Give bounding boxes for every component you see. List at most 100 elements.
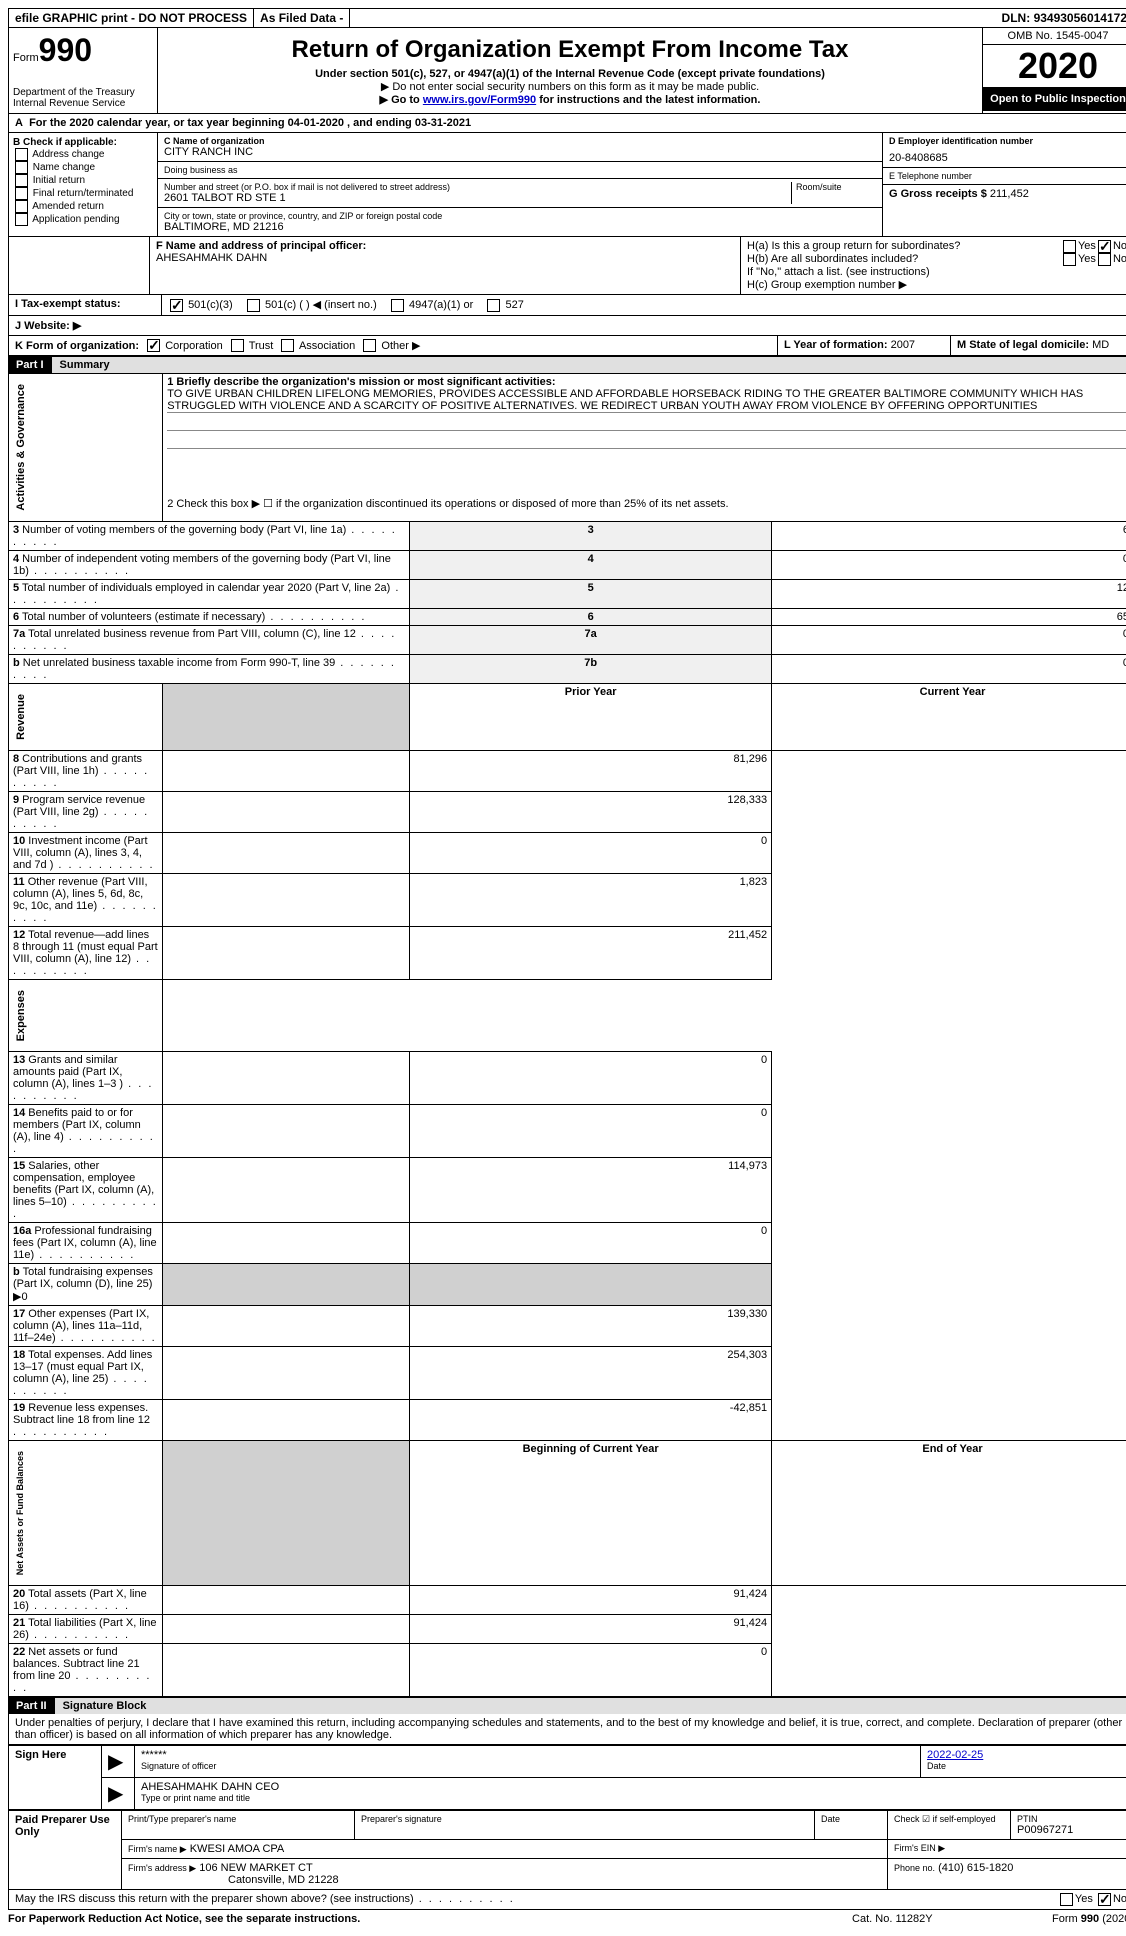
line1-label: 1 Briefly describe the organization's mi… bbox=[167, 376, 1126, 388]
hb-yes-cb[interactable] bbox=[1063, 253, 1076, 266]
i-4947-cb[interactable] bbox=[391, 299, 404, 312]
b-option: Amended return bbox=[13, 200, 153, 213]
p-name-lbl: Print/Type preparer's name bbox=[128, 1814, 348, 1824]
paid-preparer: Paid Preparer Use Only bbox=[9, 1811, 122, 1890]
tax-year: 2020 bbox=[983, 45, 1126, 87]
col-end: End of Year bbox=[772, 1440, 1126, 1585]
d-ein: D Employer identification number 20-8408… bbox=[883, 133, 1126, 168]
form-header: Form990 Department of the Treasury Inter… bbox=[8, 28, 1126, 114]
form-title: Return of Organization Exempt From Incom… bbox=[162, 36, 978, 64]
b-opt-cb[interactable] bbox=[15, 174, 28, 187]
header-title-block: Return of Organization Exempt From Incom… bbox=[158, 28, 982, 113]
h-b: H(b) Are all subordinates included? bbox=[747, 253, 1061, 266]
net-line: 20 Total assets (Part X, line 16)91,424 bbox=[9, 1586, 1126, 1615]
mission-text: TO GIVE URBAN CHILDREN LIFELONG MEMORIES… bbox=[167, 388, 1126, 413]
col-beginning: Beginning of Current Year bbox=[410, 1440, 772, 1585]
h-c: H(c) Group exemption number ▶ bbox=[747, 278, 1126, 291]
part1-badge: Part I bbox=[8, 357, 52, 373]
part1-table: Activities & Governance 1 Briefly descri… bbox=[8, 373, 1126, 1697]
exp-line: 17 Other expenses (Part IX, column (A), … bbox=[9, 1305, 1126, 1346]
ptin: P00967271 bbox=[1017, 1824, 1126, 1836]
m-block: M State of legal domicile: MD bbox=[950, 336, 1126, 356]
footer-row: For Paperwork Reduction Act Notice, see … bbox=[8, 1910, 1126, 1928]
b-opt-cb[interactable] bbox=[15, 213, 28, 226]
i-opts: 501(c)(3) 501(c) ( ) ◀ (insert no.) 4947… bbox=[162, 295, 1126, 315]
part2-badge: Part II bbox=[8, 1698, 55, 1714]
gov-line: 6 Total number of volunteers (estimate i… bbox=[9, 608, 1126, 625]
form-footer: Form 990 (2020) bbox=[1052, 1913, 1126, 1925]
form-id-block: Form990 Department of the Treasury Inter… bbox=[9, 28, 158, 113]
k-block: K Form of organization: Corporation Trus… bbox=[9, 336, 777, 356]
row-i: I Tax-exempt status: 501(c)(3) 501(c) ( … bbox=[8, 295, 1126, 316]
g-receipts: G Gross receipts $ 211,452 bbox=[883, 185, 1126, 203]
exp-line: b Total fundraising expenses (Part IX, c… bbox=[9, 1263, 1126, 1305]
ha-yes-cb[interactable] bbox=[1063, 240, 1076, 253]
gov-line: 7a Total unrelated business revenue from… bbox=[9, 625, 1126, 654]
rev-line: 9 Program service revenue (Part VIII, li… bbox=[9, 791, 1126, 832]
section-bcdeg: B Check if applicable: Address change Na… bbox=[8, 133, 1126, 237]
note-link: ▶ Go to www.irs.gov/Form990 for instruct… bbox=[162, 93, 978, 106]
c-name: C Name of organization CITY RANCH INC bbox=[158, 133, 882, 162]
exp-line: 14 Benefits paid to or for members (Part… bbox=[9, 1104, 1126, 1157]
k-trust-cb[interactable] bbox=[231, 339, 244, 352]
b-opt-cb[interactable] bbox=[15, 187, 28, 200]
note-ssn: ▶ Do not enter social security numbers o… bbox=[162, 80, 978, 93]
rev-line: 8 Contributions and grants (Part VIII, l… bbox=[9, 750, 1126, 791]
p-check: Check ☑ if self-employed bbox=[888, 1811, 1011, 1840]
col-current: Current Year bbox=[772, 683, 1126, 750]
p-date-lbl: Date bbox=[821, 1814, 881, 1824]
p-sig-lbl: Preparer's signature bbox=[361, 1814, 808, 1824]
col-c: C Name of organization CITY RANCH INC Do… bbox=[158, 133, 882, 236]
sig-stars: ****** bbox=[141, 1749, 914, 1761]
section-fh: F Name and address of principal officer:… bbox=[8, 237, 1126, 295]
hb-no-cb[interactable] bbox=[1098, 253, 1111, 266]
col-b: B Check if applicable: Address change Na… bbox=[9, 133, 158, 236]
b-opt-cb[interactable] bbox=[15, 148, 28, 161]
i-label: I Tax-exempt status: bbox=[9, 295, 162, 315]
dln: DLN: 93493056014172 bbox=[996, 9, 1126, 27]
rev-line: 10 Investment income (Part VIII, column … bbox=[9, 832, 1126, 873]
row-a: A For the 2020 calendar year, or tax yea… bbox=[8, 114, 1126, 133]
i-527-cb[interactable] bbox=[487, 299, 500, 312]
preparer-table: Paid Preparer Use Only Print/Type prepar… bbox=[8, 1810, 1126, 1890]
omb: OMB No. 1545-0047 bbox=[983, 28, 1126, 45]
part1-header: Part I Summary bbox=[8, 356, 1126, 373]
k-assoc-cb[interactable] bbox=[281, 339, 294, 352]
firm-ein-lbl: Firm's EIN ▶ bbox=[888, 1840, 1126, 1859]
sign-here: Sign Here bbox=[9, 1746, 102, 1810]
part2-title: Signature Block bbox=[55, 1698, 1126, 1714]
f-officer: F Name and address of principal officer:… bbox=[150, 237, 741, 294]
b-option: Address change bbox=[13, 148, 153, 161]
form-subtitle: Under section 501(c), 527, or 4947(a)(1)… bbox=[162, 68, 978, 80]
b-opt-cb[interactable] bbox=[15, 161, 28, 174]
part1-title: Summary bbox=[52, 357, 1126, 373]
b-label: B Check if applicable: bbox=[13, 137, 153, 148]
col-de: D Employer identification number 20-8408… bbox=[882, 133, 1126, 236]
col-prior: Prior Year bbox=[410, 683, 772, 750]
ha-no-cb[interactable] bbox=[1098, 240, 1111, 253]
k-other-cb[interactable] bbox=[363, 339, 376, 352]
irs-link[interactable]: www.irs.gov/Form990 bbox=[423, 94, 536, 106]
net-line: 22 Net assets or fund balances. Subtract… bbox=[9, 1644, 1126, 1697]
date-label: Date bbox=[927, 1761, 1126, 1771]
gov-line: b Net unrelated business taxable income … bbox=[9, 654, 1126, 683]
b-opt-cb[interactable] bbox=[15, 200, 28, 213]
h-a: H(a) Is this a group return for subordin… bbox=[747, 240, 1061, 253]
exp-line: 19 Revenue less expenses. Subtract line … bbox=[9, 1399, 1126, 1440]
j-label: J Website: ▶ bbox=[9, 316, 87, 335]
gov-line: 4 Number of independent voting members o… bbox=[9, 550, 1126, 579]
k-corp-cb[interactable] bbox=[147, 339, 160, 352]
gov-line: 3 Number of voting members of the govern… bbox=[9, 521, 1126, 550]
i-501c-cb[interactable] bbox=[247, 299, 260, 312]
signature-table: Sign Here ▶ ****** Signature of officer … bbox=[8, 1745, 1126, 1810]
cat-no: Cat. No. 11282Y bbox=[852, 1913, 1052, 1925]
line2: 2 Check this box ▶ ☐ if the organization… bbox=[163, 495, 1126, 521]
discuss-yes-cb[interactable] bbox=[1060, 1893, 1073, 1906]
i-501c3-cb[interactable] bbox=[170, 299, 183, 312]
exp-line: 16a Professional fundraising fees (Part … bbox=[9, 1222, 1126, 1263]
firm-phone: (410) 615-1820 bbox=[938, 1862, 1013, 1874]
discuss-no-cb[interactable] bbox=[1098, 1893, 1111, 1906]
sig-date: 2022-02-25 bbox=[927, 1749, 1126, 1761]
row-j: J Website: ▶ bbox=[8, 316, 1126, 336]
open-inspection: Open to Public Inspection bbox=[983, 87, 1126, 111]
